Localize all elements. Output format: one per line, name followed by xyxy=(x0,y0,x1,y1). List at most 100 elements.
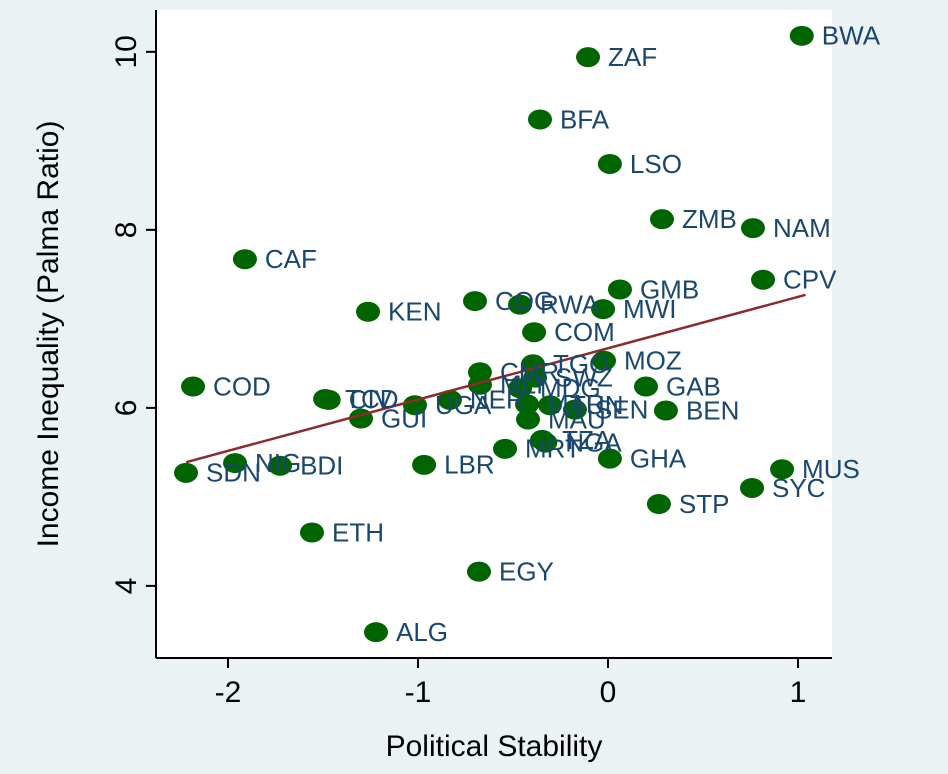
point-label: MOZ xyxy=(624,346,682,376)
point-label: CPV xyxy=(783,265,837,295)
point xyxy=(515,394,540,415)
point xyxy=(181,376,206,397)
point xyxy=(653,400,678,421)
y-tick-label: 6 xyxy=(110,400,143,417)
point-label: ALG xyxy=(396,617,448,647)
point-label: COM xyxy=(554,317,615,347)
point-label: MWI xyxy=(623,294,676,324)
point-label: SEN xyxy=(595,395,648,425)
point xyxy=(493,438,518,459)
point xyxy=(299,522,324,543)
point xyxy=(402,395,427,416)
point-label: MDG xyxy=(540,373,601,403)
point-label: SYC xyxy=(772,473,825,503)
point-label: TUN xyxy=(570,390,623,420)
point-label: RWA xyxy=(540,290,600,320)
point-label: GAB xyxy=(666,371,721,401)
point xyxy=(437,389,462,410)
point-label: STP xyxy=(679,489,730,519)
point-label: NAM xyxy=(773,213,831,243)
point-label: MRT xyxy=(525,434,581,464)
point-label: CIV xyxy=(349,385,393,415)
point xyxy=(607,279,632,300)
point xyxy=(466,561,491,582)
point-label: UGA xyxy=(435,390,492,420)
plot-area xyxy=(156,10,832,658)
point-label: GHA xyxy=(630,443,687,473)
point xyxy=(751,269,776,290)
point-label: COD xyxy=(213,371,271,401)
point-label: BFA xyxy=(560,104,610,134)
point xyxy=(591,299,616,320)
point-label: ETH xyxy=(332,517,384,547)
point-label: EGY xyxy=(499,557,554,587)
point-label: KEN xyxy=(388,297,441,327)
point xyxy=(232,249,257,270)
point xyxy=(646,494,671,515)
point-label: GMB xyxy=(640,274,699,304)
point xyxy=(597,153,622,174)
point-label: TZA xyxy=(562,425,612,455)
point xyxy=(592,350,617,371)
point-label: BWA xyxy=(822,21,881,51)
point xyxy=(633,376,658,397)
point-label: MAR xyxy=(547,389,605,419)
point xyxy=(527,109,552,130)
point xyxy=(364,622,389,643)
point-label: LSO xyxy=(630,149,682,179)
point xyxy=(740,477,765,498)
point-label: COG xyxy=(495,286,554,316)
point-label: MUS xyxy=(802,454,860,484)
point xyxy=(412,454,437,475)
x-axis-title: Political Stability xyxy=(386,730,603,763)
point-label: ZAF xyxy=(608,42,657,72)
point xyxy=(223,453,248,474)
x-tick-label: 0 xyxy=(600,676,617,709)
point-label: SDN xyxy=(206,458,261,488)
point xyxy=(740,218,765,239)
point xyxy=(576,47,601,68)
y-tick-label: 10 xyxy=(110,35,143,68)
y-tick-label: 8 xyxy=(110,222,143,239)
y-tick-label: 4 xyxy=(110,578,143,595)
point-label: NGA xyxy=(565,427,622,457)
point xyxy=(174,462,199,483)
point xyxy=(538,395,563,416)
fit-line xyxy=(185,293,806,464)
point xyxy=(523,367,548,388)
point-label: LBR xyxy=(444,450,495,480)
point-label: ZMB xyxy=(682,204,737,234)
point-label: NER xyxy=(470,385,525,415)
point xyxy=(533,432,558,453)
point-label: TGO xyxy=(553,349,609,379)
point-label: BEN xyxy=(686,395,739,425)
point xyxy=(316,389,341,410)
point-label: TCD xyxy=(345,384,398,414)
y-axis-title: Income Inequality (Palma Ratio) xyxy=(32,121,65,548)
x-tick-label: -2 xyxy=(215,676,242,709)
point xyxy=(770,459,795,480)
point-label: MAU xyxy=(548,404,606,434)
point xyxy=(268,455,293,476)
x-tick-label: 1 xyxy=(790,676,807,709)
point xyxy=(562,399,587,420)
point xyxy=(522,322,547,343)
point xyxy=(356,301,381,322)
point xyxy=(597,448,622,469)
point-label: SWZ xyxy=(555,362,613,392)
point-label: GUI xyxy=(381,403,427,433)
point-label: BDI xyxy=(300,451,343,481)
point xyxy=(649,209,674,230)
point xyxy=(463,291,488,312)
point xyxy=(508,294,533,315)
point-label: MLI xyxy=(500,370,543,400)
point xyxy=(467,374,492,395)
x-tick-label: -1 xyxy=(405,676,432,709)
point-label: NIG xyxy=(255,448,301,478)
point-label: CMR xyxy=(500,357,559,387)
point xyxy=(516,409,541,430)
point xyxy=(789,25,814,46)
point-label: CAF xyxy=(265,244,317,274)
